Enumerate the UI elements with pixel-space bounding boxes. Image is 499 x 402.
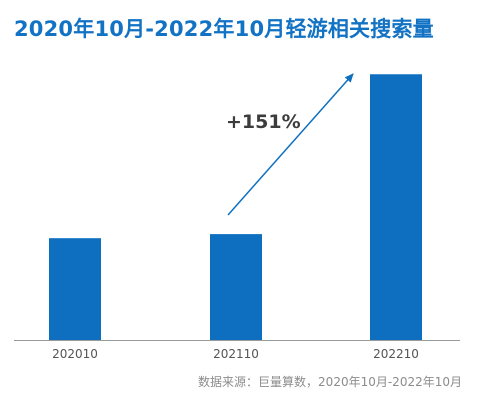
chart-title: 2020年10月-2022年10月轻游相关搜索量 xyxy=(14,17,434,41)
bar-202010 xyxy=(49,238,101,340)
x-tick-label-202210: 202210 xyxy=(373,347,419,361)
bar-202210 xyxy=(370,74,422,340)
x-tick-label-202110: 202110 xyxy=(213,347,259,361)
bars-group xyxy=(49,74,422,340)
x-tick-labels: 202010 202110 202210 xyxy=(52,347,419,361)
x-tick-label-202010: 202010 xyxy=(52,347,98,361)
growth-annotation: +151% xyxy=(226,73,354,216)
data-source-note: 数据来源：巨量算数，2020年10月-2022年10月 xyxy=(198,375,462,389)
bar-202110 xyxy=(210,234,262,340)
growth-arrow xyxy=(227,73,354,216)
growth-label: +151% xyxy=(226,111,301,133)
